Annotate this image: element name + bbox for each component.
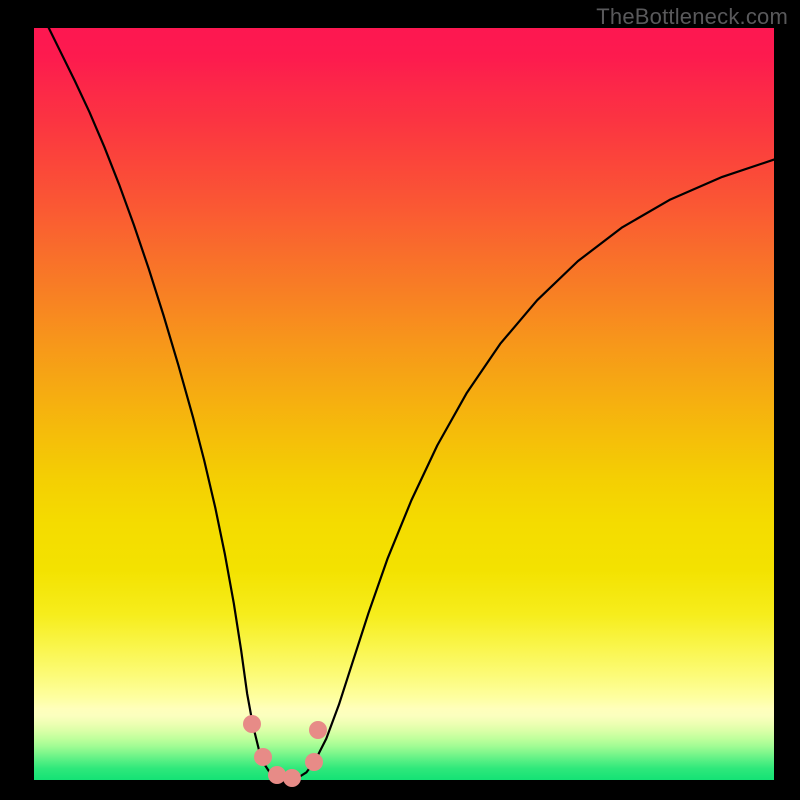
bottleneck-curve — [34, 28, 774, 780]
watermark-text: TheBottleneck.com — [596, 4, 788, 30]
gradient-background — [34, 28, 774, 780]
chart-container: TheBottleneck.com — [0, 0, 800, 800]
plot-area — [34, 28, 774, 780]
